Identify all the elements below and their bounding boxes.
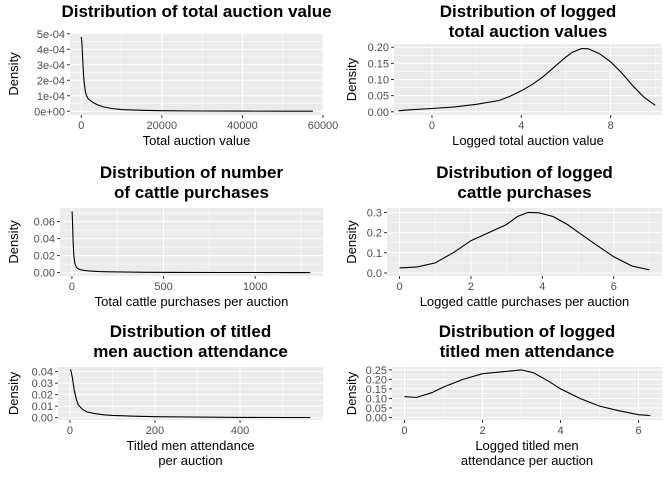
chart-5-ytick-label-2: 0.01: [32, 401, 53, 413]
chart-5-xtick-label-2: 200: [146, 425, 164, 437]
chart-2-ytick-label-4: 0.15: [368, 58, 389, 70]
chart-5: 0 200 400 0.000.010.020.030.04 Distribution …: [6, 322, 323, 468]
chart-5-ytick-label-1: 0.00: [32, 413, 53, 425]
chart-4-x-axis-title-line-1: Logged cattle purchases per auction: [420, 294, 630, 309]
chart-2-title-line-2: total auction values: [449, 22, 608, 41]
chart-5-ytick-label-5: 0.04: [32, 367, 53, 379]
chart-3: 0 500 1000 0.00 0.02 0.04 0.06 Distribution of …: [6, 163, 323, 309]
chart-3-y-axis-title: Density: [6, 220, 21, 264]
chart-6: 0 2 4 6 0.000.050.100.150.200.25 Distribution…: [344, 322, 662, 468]
chart-1-ytick-label-2: 1e-04: [37, 91, 65, 103]
chart-5-title-line-1: Distribution of titled: [110, 322, 271, 341]
chart-5-xtick-label-1: 0: [67, 425, 73, 437]
chart-5-x-axis-title-line-2: per auction: [158, 453, 222, 468]
chart-2-ytick-label-3: 0.10: [368, 75, 389, 87]
chart-2-density-line-1: [398, 47, 656, 112]
chart-1-ytick-label-1: 0e+00: [34, 106, 65, 118]
chart-6-ytick-label-5: 0.20: [366, 374, 387, 386]
chart-5-density-line-1: [69, 369, 311, 419]
chart-3-title-line-1: Distribution of number: [100, 163, 284, 182]
chart-6-density-line-1: [404, 369, 651, 417]
chart-4-panel: [387, 208, 662, 276]
chart-4-xtick-label-2: 2: [468, 281, 474, 293]
chart-1-panel: [70, 33, 323, 115]
chart-2-xtick-label-1: 0: [429, 120, 435, 132]
chart-2-y-axis-title: Density: [344, 57, 359, 101]
chart-1-ytick-label-4: 3e-04: [37, 60, 65, 72]
chart-5-title-line-2: men auction attendance: [93, 342, 288, 361]
chart-3-xtick-label-3: 1000: [243, 281, 267, 293]
chart-4-xtick-label-1: 0: [396, 281, 402, 293]
chart-1: 0 20000 40000 60000 0e+00 1e-04 2e-04 3e-04 4e-0…: [6, 2, 338, 148]
chart-6-ytick-label-3: 0.10: [366, 393, 387, 405]
chart-1-x-axis-title-line-1: Total auction value: [143, 133, 251, 148]
chart-3-ytick-label-3: 0.04: [34, 234, 55, 246]
chart-2-xtick-label-2: 4: [518, 120, 524, 132]
chart-5-ytick-label-4: 0.03: [32, 378, 53, 390]
chart-6-ytick-label-4: 0.15: [366, 384, 387, 396]
chart-2-title-line-1: Distribution of logged: [440, 2, 617, 21]
chart-6-y-axis-title: Density: [344, 371, 359, 415]
chart-4: 0 2 4 6 0.0 0.1 0.2 0.3 Distribution of loggedca…: [344, 163, 662, 309]
chart-4-ytick-label-4: 0.3: [367, 207, 382, 219]
chart-4-title-line-2: cattle purchases: [457, 183, 591, 202]
chart-6-xtick-label-4: 6: [636, 425, 642, 437]
chart-4-y-axis-title: Density: [344, 220, 359, 264]
chart-5-x-axis-title-line-1: Titled men attendance: [126, 438, 254, 453]
chart-3-ytick-label-1: 0.00: [34, 268, 55, 280]
chart-6-x-axis-title-line-1: Logged titled men: [475, 438, 578, 453]
chart-6-ytick-label-1: 0.00: [366, 413, 387, 425]
chart-1-y-axis-title: Density: [6, 52, 21, 96]
chart-6-x-axis-title-line-2: attendance per auction: [461, 453, 593, 468]
chart-4-density-line-1: [399, 211, 650, 271]
chart-4-xtick-label-3: 4: [539, 281, 545, 293]
chart-6-ytick-label-2: 0.05: [366, 403, 387, 415]
chart-6-title-line-2: titled men attendance: [440, 342, 615, 361]
chart-3-panel: [60, 208, 323, 276]
chart-4-xtick-label-4: 6: [611, 281, 617, 293]
chart-2-ytick-label-2: 0.05: [368, 91, 389, 103]
chart-4-title-line-1: Distribution of logged: [436, 163, 613, 182]
chart-5-y-axis-title: Density: [6, 371, 21, 415]
chart-6-xtick-label-3: 4: [557, 425, 563, 437]
chart-2-x-axis-title-line-1: Logged total auction value: [452, 133, 604, 148]
chart-5-xtick-label-3: 400: [231, 425, 249, 437]
chart-3-xtick-label-1: 0: [69, 281, 75, 293]
chart-4-ytick-label-2: 0.1: [367, 248, 382, 260]
chart-3-x-axis-title-line-1: Total cattle purchases per auction: [95, 294, 289, 309]
chart-3-title-line-2: of cattle purchases: [114, 183, 269, 202]
chart-2-ytick-label-5: 0.20: [368, 42, 389, 54]
chart-6-ytick-label-6: 0.25: [366, 365, 387, 377]
chart-2: 0 4 8 0.00 0.05 0.10 0.15 0.20 Distribution of l…: [344, 2, 662, 148]
chart-3-density-line-1: [71, 211, 311, 274]
chart-3-ytick-label-4: 0.06: [34, 217, 55, 229]
chart-6-title-line-1: Distribution of logged: [439, 322, 616, 341]
chart-4-ytick-label-3: 0.2: [367, 228, 382, 240]
chart-6-xtick-label-2: 2: [479, 425, 485, 437]
chart-1-title-line-1: Distribution of total auction value: [61, 2, 331, 21]
chart-1-ytick-label-6: 5e-04: [37, 29, 65, 41]
chart-1-ytick-label-5: 4e-04: [37, 44, 65, 56]
chart-1-xtick-label-4: 60000: [308, 120, 339, 132]
chart-1-density-line-1: [80, 36, 313, 112]
chart-3-ytick-label-2: 0.02: [34, 251, 55, 263]
chart-6-xtick-label-1: 0: [401, 425, 407, 437]
chart-5-ytick-label-3: 0.02: [32, 390, 53, 402]
chart-1-ytick-label-3: 2e-04: [37, 75, 65, 87]
chart-1-xtick-label-2: 20000: [147, 120, 178, 132]
chart-2-ytick-label-1: 0.00: [368, 107, 389, 119]
chart-3-xtick-label-2: 500: [154, 281, 172, 293]
chart-1-xtick-label-1: 0: [78, 120, 84, 132]
chart-5-panel: [58, 367, 323, 420]
chart-4-ytick-label-1: 0.0: [367, 268, 382, 280]
chart-2-xtick-label-3: 8: [608, 120, 614, 132]
chart-1-xtick-label-3: 40000: [227, 120, 258, 132]
